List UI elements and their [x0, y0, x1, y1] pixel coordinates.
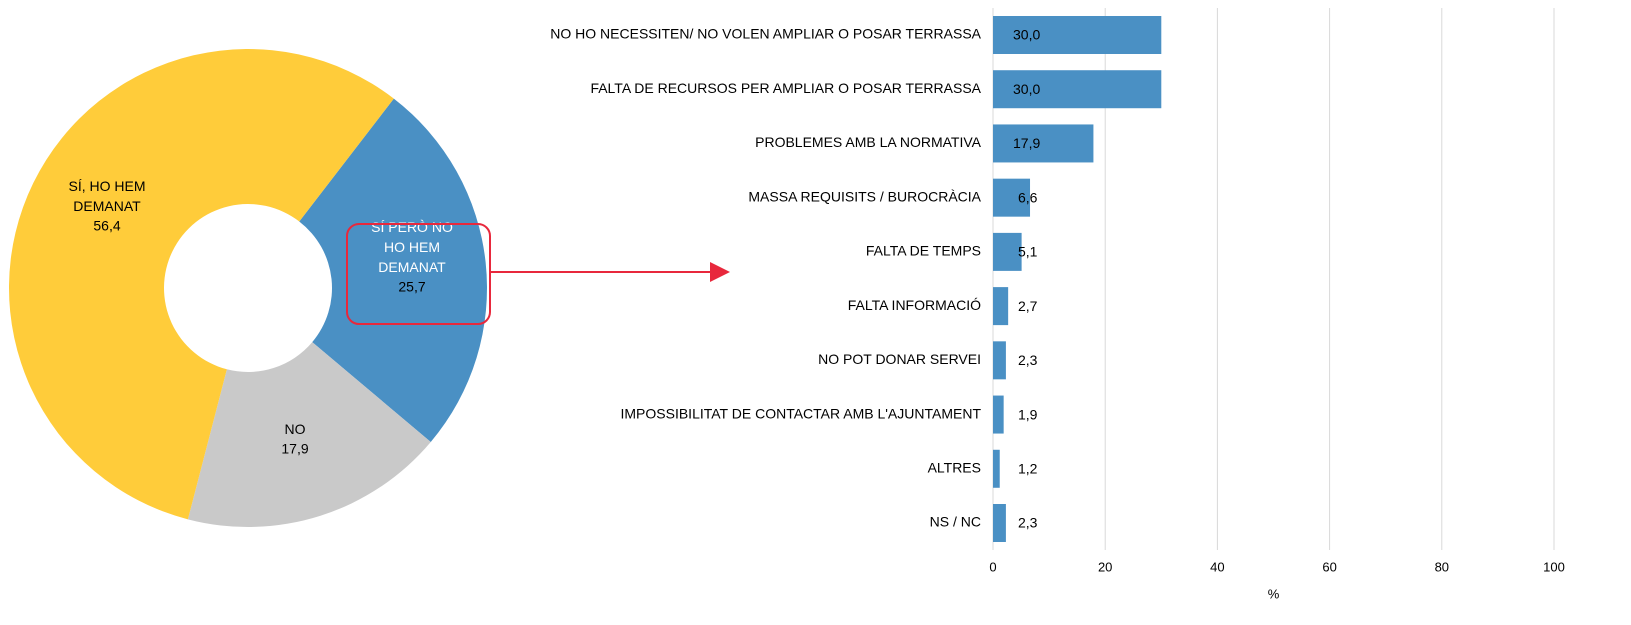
bar [993, 70, 1162, 109]
bar [993, 341, 1006, 380]
slice [9, 49, 394, 520]
x-tick-label: 100 [1543, 559, 1565, 574]
value-label: 1,2 [1018, 460, 1038, 476]
x-tick-label: 20 [1098, 559, 1112, 574]
x-tick-label: 60 [1322, 559, 1336, 574]
value-label: 5,1 [1018, 244, 1038, 260]
bar [993, 395, 1004, 434]
value-label: 30,0 [1013, 81, 1040, 97]
bar [993, 449, 1000, 488]
value-label: 2,3 [1018, 352, 1038, 368]
value-label: 2,3 [1018, 515, 1038, 531]
value-label: 30,0 [1013, 27, 1040, 43]
y-tick-label: ALTRES [928, 459, 981, 475]
slice-value: 17,9 [281, 441, 308, 457]
y-tick-label: NO HO NECESSITEN/ NO VOLEN AMPLIAR O POS… [550, 26, 981, 42]
x-tick-label: 40 [1210, 559, 1224, 574]
value-label: 1,9 [1018, 406, 1038, 422]
slice-label: NO [285, 421, 306, 437]
y-tick-label: NS / NC [930, 514, 981, 530]
bar [993, 124, 1094, 163]
y-tick-label: PROBLEMES AMB LA NORMATIVA [755, 134, 982, 150]
slice-value: 25,7 [398, 279, 425, 295]
slice-value: 56,4 [93, 218, 120, 234]
y-tick-label: FALTA INFORMACIÓ [848, 297, 981, 313]
bar [993, 287, 1009, 326]
y-tick-label: NO POT DONAR SERVEI [818, 351, 981, 367]
y-tick-label: FALTA DE TEMPS [866, 243, 981, 259]
bar-chart: 0 20 40 60 80 100% NO HO NECESSITEN/ NO VOLEN … [550, 8, 1565, 601]
x-axis-title: % [1268, 586, 1280, 601]
value-label: 17,9 [1013, 135, 1040, 151]
slice [299, 98, 487, 443]
slice-label: SÍ, HO HEM DEMANAT [68, 178, 145, 214]
x-tick-label: 0 [989, 559, 996, 574]
y-tick-label: MASSA REQUISITS / BUROCRÀCIA [748, 188, 981, 204]
slice [187, 342, 431, 528]
highlight-box [346, 223, 491, 325]
donut-chart: SÍ PERÒ NO HO HEM DEMANAT 25,7 NO 17,9 SÍ, HO … [9, 49, 487, 528]
y-tick-label: FALTA DE RECURSOS PER AMPLIAR O POSAR TE… [590, 80, 981, 96]
y-tick-label: IMPOSSIBILITAT DE CONTACTAR AMB L'AJUNTA… [621, 405, 982, 421]
bar [993, 16, 1162, 54]
x-tick-label: 80 [1435, 559, 1449, 574]
value-label: 2,7 [1018, 298, 1038, 314]
slice-label: SÍ PERÒ NO HO HEM DEMANAT [371, 219, 453, 275]
value-label: 6,6 [1018, 189, 1038, 205]
bar [993, 232, 1022, 271]
bar [993, 178, 1031, 217]
bar [993, 504, 1006, 542]
